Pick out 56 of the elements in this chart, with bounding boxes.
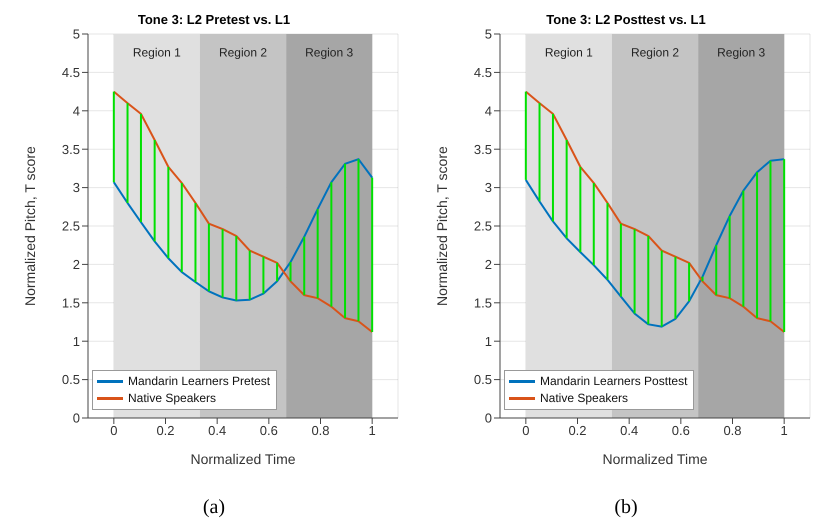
line-series [524, 90, 786, 333]
y-tick-label: 4.5 [62, 65, 80, 80]
y-axis-title: Normalized Pitch, T score [434, 146, 450, 306]
x-tick-label: 0.4 [208, 423, 226, 438]
x-tick-label: 0.8 [723, 423, 742, 438]
x-tick-label: 0 [110, 423, 118, 438]
y-tick-label: 3 [72, 180, 80, 196]
x-axis-title: Normalized Time [602, 451, 708, 467]
y-tick-label: 0.5 [474, 372, 492, 388]
band-label: Region 1 [132, 46, 182, 60]
y-tick-label: 4 [484, 103, 492, 118]
y-tick-label: 5 [484, 26, 492, 42]
y-tick-label: 1.5 [62, 295, 80, 310]
y-tick-label: 4.5 [474, 65, 492, 80]
band-label: Region 3 [305, 46, 354, 60]
legend-label: Mandarin Learners Pretest [128, 373, 270, 390]
text: (b) [613, 496, 639, 519]
x-tick-label: 0.6 [260, 423, 278, 438]
y-tick-label: 5 [72, 26, 80, 42]
line-series [524, 158, 786, 328]
y-tick-label: 3.5 [474, 142, 492, 157]
y-tick-label: 3 [484, 180, 492, 196]
x-tick-label: 0 [522, 423, 530, 438]
text: (a) [202, 496, 226, 519]
y-tick-label: 0.5 [62, 372, 80, 388]
y-tick-label: 2.5 [62, 218, 80, 234]
y-tick-label: 1 [484, 334, 492, 349]
x-tick-label: 0.2 [568, 423, 587, 438]
chart-title: Tone 3: L2 Posttest vs. L1 [545, 12, 707, 27]
y-tick-label: 2 [72, 257, 80, 272]
line-series [112, 158, 374, 302]
band-label: Region 1 [544, 46, 594, 60]
y-tick-label: 1.5 [474, 295, 492, 310]
x-axis-title: Normalized Time [190, 451, 296, 467]
legend-label: Native Speakers [540, 390, 628, 407]
y-tick-label: 1 [72, 334, 80, 349]
x-tick-label: 0.6 [672, 423, 690, 438]
x-tick-label: 0.2 [156, 423, 175, 438]
x-tick-label: 0.4 [620, 423, 638, 438]
y-tick-label: 3.5 [62, 142, 80, 157]
y-tick-label: 0 [72, 410, 80, 426]
band-label: Region 2 [218, 46, 268, 60]
x-tick-label: 1 [780, 423, 788, 438]
x-tick-label: 1 [368, 423, 376, 438]
line-series [112, 90, 374, 333]
band-label: Region 2 [630, 46, 680, 60]
x-tick-label: 0.8 [311, 423, 330, 438]
band-label: Region 3 [717, 46, 766, 60]
y-tick-label: 2.5 [474, 218, 492, 234]
legend-label: Mandarin Learners Posttest [540, 373, 688, 390]
y-axis-title: Normalized Pitch, T score [22, 146, 38, 306]
y-tick-label: 2 [484, 257, 492, 272]
chart-title: Tone 3: L2 Pretest vs. L1 [136, 12, 292, 27]
legend-label: Native Speakers [128, 390, 216, 407]
y-tick-label: 0 [484, 410, 492, 426]
y-tick-label: 4 [72, 103, 80, 118]
